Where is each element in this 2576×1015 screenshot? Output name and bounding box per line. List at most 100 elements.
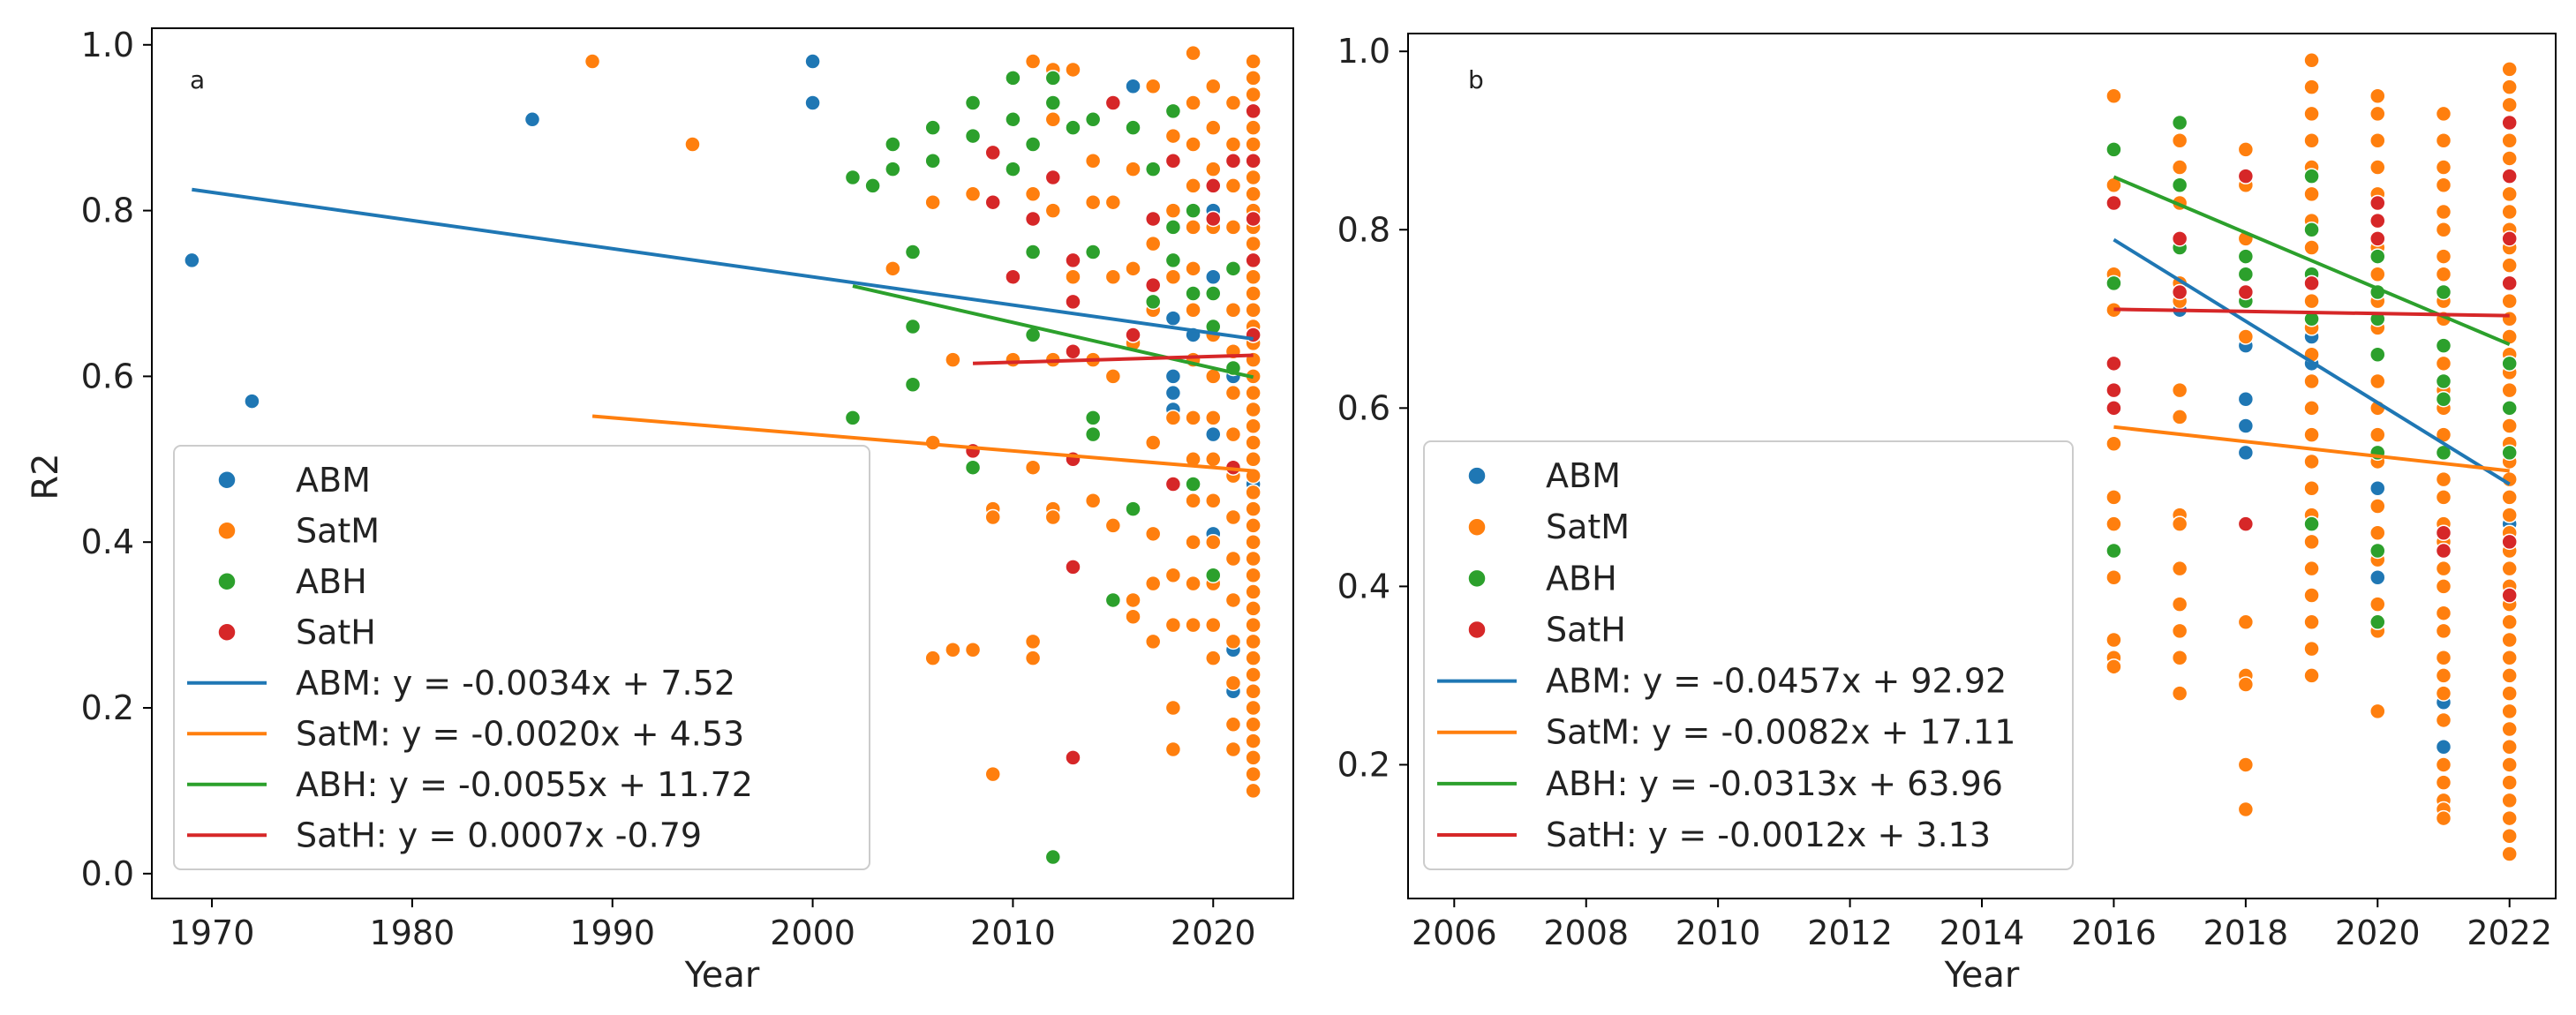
series-sath [2105, 114, 2518, 604]
scatter-point-satm [1245, 533, 1262, 551]
scatter-point-satm [2501, 96, 2518, 114]
scatter-point-satm [2303, 292, 2320, 310]
scatter-point-satm [1245, 119, 1262, 136]
scatter-point-sath [1144, 276, 1162, 294]
scatter-point-satm [2237, 141, 2255, 158]
scatter-point-satm [964, 185, 982, 203]
y-tick-label: 0.8 [81, 192, 134, 230]
scatter-point-sath [1005, 268, 1021, 285]
scatter-point-satm [2435, 159, 2452, 176]
scatter-point-satm [2105, 87, 2122, 104]
scatter-point-satm [2501, 257, 2518, 274]
scatter-point-abh [2303, 222, 2320, 238]
scatter-point-satm [964, 642, 982, 658]
x-tick-label: 2010 [1676, 914, 1761, 952]
scatter-point-abh [2303, 515, 2320, 532]
scatter-point-satm [1024, 633, 1042, 650]
scatter-point-satm [1185, 616, 1201, 634]
scatter-point-abh [964, 94, 982, 111]
scatter-point-sath [2501, 274, 2518, 292]
x-tick-label: 1980 [370, 914, 456, 952]
scatter-point-satm [1024, 650, 1042, 666]
scatter-point-satm [1245, 716, 1262, 733]
scatter-point-satm [1224, 384, 1242, 402]
scatter-point-satm [2369, 87, 2386, 104]
scatter-point-satm [1185, 260, 1201, 277]
scatter-point-satm [1104, 268, 1122, 285]
legend: ABM SatM ABH SatH ABM: y = -0.0457x + 92.92 S… [1423, 440, 2074, 870]
series-satm [584, 44, 1262, 800]
scatter-point-sath [2369, 230, 2386, 247]
panel-label-a: a [190, 65, 205, 94]
scatter-point-abh [1005, 70, 1021, 86]
scatter-point-satm [2303, 560, 2320, 577]
y-tick-label: 1.0 [81, 26, 134, 64]
scatter-point-satm [2435, 605, 2452, 621]
legend-marker-satm [1467, 517, 1487, 537]
scatter-point-abh [1164, 252, 1182, 269]
scatter-point-sath [2369, 194, 2386, 212]
scatter-point-satm [2501, 649, 2518, 666]
scatter-point-satm [2501, 846, 2518, 862]
scatter-point-abm [1125, 78, 1141, 94]
legend: ABM SatM ABH SatH ABM: y = -0.0034x + 7.52 Sa… [173, 445, 870, 870]
scatter-point-abm [2237, 417, 2255, 434]
scatter-point-abh [964, 127, 982, 145]
scatter-point-abh [1084, 410, 1102, 426]
scatter-point-satm [2501, 809, 2518, 827]
legend-equation-sath: SatH: y = -0.0012x + 3.13 [1546, 816, 1991, 854]
scatter-point-satm [2435, 756, 2452, 773]
trend-line-abh [852, 284, 1254, 380]
scatter-point-satm [2171, 409, 2188, 425]
scatter-point-sath [2369, 212, 2386, 229]
scatter-point-satm [2501, 417, 2518, 434]
scatter-point-abh [2237, 266, 2255, 283]
scatter-point-satm [2435, 560, 2452, 577]
scatter-point-satm [2435, 622, 2452, 640]
scatter-point-sath [2501, 587, 2518, 604]
scatter-point-satm [2435, 203, 2452, 221]
scatter-point-satm [1185, 94, 1201, 111]
scatter-point-abm [2237, 444, 2255, 462]
scatter-point-satm [1065, 268, 1081, 285]
series-sath [964, 94, 1262, 766]
scatter-point-satm [1144, 235, 1162, 252]
scatter-point-satm [1245, 384, 1262, 402]
y-tick-label: 0.2 [1337, 745, 1390, 784]
scatter-point-satm [2105, 489, 2122, 506]
scatter-point-satm [984, 765, 1001, 783]
scatter-point-satm [1144, 633, 1162, 650]
scatter-point-abh [1044, 94, 1062, 111]
scatter-point-satm [1245, 666, 1262, 683]
series-abh [2105, 114, 2518, 631]
scatter-point-satm [2105, 658, 2122, 675]
trend-line-abm [2113, 237, 2511, 486]
scatter-point-satm [1245, 699, 1262, 717]
scatter-point-satm [1245, 749, 1262, 766]
scatter-point-satm [2369, 372, 2386, 390]
scatter-point-abh [1185, 285, 1201, 302]
scatter-point-sath [2105, 381, 2122, 399]
scatter-point-satm [2303, 587, 2320, 604]
scatter-point-sath [2105, 400, 2122, 417]
scatter-point-abh [2501, 400, 2518, 417]
scatter-point-satm [1185, 410, 1201, 426]
scatter-point-sath [1245, 102, 1262, 120]
scatter-point-satm [2171, 515, 2188, 532]
scatter-point-satm [1245, 185, 1262, 203]
scatter-point-satm [1024, 459, 1042, 476]
scatter-point-satm [2501, 613, 2518, 631]
legend-label-abh: ABH [296, 562, 367, 601]
scatter-point-abh [904, 318, 922, 335]
chart-panel-a: a Year R2 1970 1980 1990 2000 2010 2020 0.0 0.2… [26, 26, 1294, 996]
plot-frame [151, 27, 1294, 899]
scatter-point-satm [2303, 400, 2320, 417]
scatter-point-abm [2435, 738, 2452, 756]
scatter-point-abh [2303, 168, 2320, 184]
legend-equation-abh: ABH: y = -0.0055x + 11.72 [296, 765, 753, 804]
scatter-point-satm [1044, 508, 1062, 526]
scatter-point-sath [2105, 355, 2122, 372]
scatter-point-abm [2369, 569, 2386, 586]
scatter-point-sath [2501, 230, 2518, 247]
scatter-point-satm [1245, 765, 1262, 783]
